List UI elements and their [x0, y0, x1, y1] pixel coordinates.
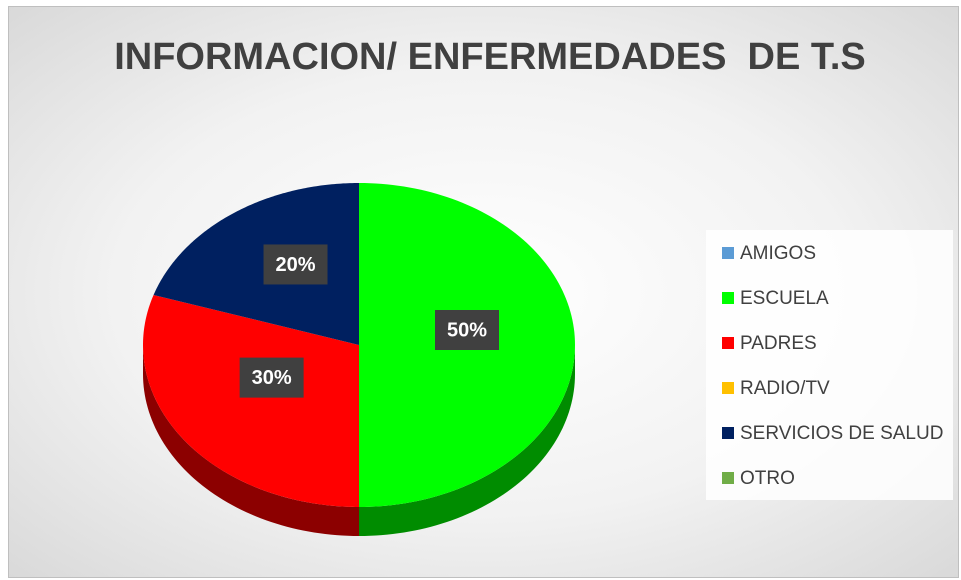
data-label-box [435, 310, 499, 350]
legend-swatch [722, 337, 734, 349]
legend-swatch [722, 427, 734, 439]
legend-label: OTRO [740, 468, 795, 489]
pie-side [143, 345, 359, 536]
legend-box [706, 230, 953, 500]
legend-swatch [722, 247, 734, 259]
legend-label: AMIGOS [740, 243, 816, 264]
legend-label: ESCUELA [740, 288, 829, 309]
legend-label: PADRES [740, 333, 817, 354]
chart-title: INFORMACION/ ENFERMEDADES DE T.S [114, 36, 866, 78]
data-label: 30% [252, 367, 292, 389]
data-label: 20% [276, 254, 316, 276]
legend-swatch [722, 292, 734, 304]
data-label: 50% [447, 319, 487, 341]
legend-swatch [722, 472, 734, 484]
data-label-box [239, 357, 304, 398]
data-label-box [263, 244, 328, 285]
pie-side [359, 345, 575, 536]
pie-slice [153, 183, 359, 345]
pie-slice [143, 294, 359, 507]
legend-label: SERVICIOS DE SALUD [740, 423, 943, 444]
legend-label: RADIO/TV [740, 378, 830, 399]
legend-swatch [722, 382, 734, 394]
